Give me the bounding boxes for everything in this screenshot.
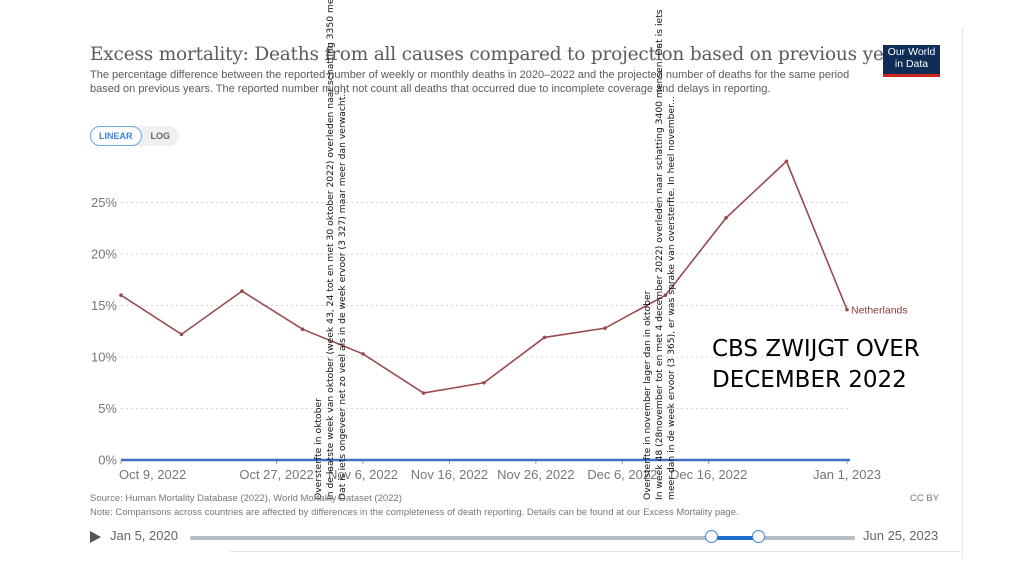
timeline-end-handle[interactable] [751, 530, 765, 543]
annotation-november-line1: Oversterfte in november lager dan in okt… [642, 290, 653, 500]
scale-toggle: LINEAR LOG [90, 126, 179, 146]
x-tick-label: Nov 16, 2022 [411, 467, 488, 482]
timeline-start-label: Jan 5, 2020 [110, 528, 178, 543]
timeline: Jan 5, 2020 Jun 25, 2023 [90, 528, 950, 548]
logo-line1: Our World [887, 46, 936, 58]
y-tick-label: 15% [91, 298, 117, 313]
series-label: Netherlands [851, 305, 908, 317]
annotation-october-line2: In de laatste week van oktober (week 43,… [325, 0, 336, 500]
callout-line1: CBS ZWIJGT OVER [712, 336, 920, 362]
y-tick-label: 5% [98, 401, 117, 416]
linear-scale-button[interactable]: LINEAR [90, 126, 142, 146]
note-text: Note: Comparisons across countries are a… [90, 507, 739, 518]
data-point [724, 216, 728, 220]
data-point [119, 293, 123, 298]
owid-logo[interactable]: Our World in Data [883, 45, 940, 77]
data-point [603, 326, 607, 330]
x-tick-label: Nov 26, 2022 [497, 467, 574, 482]
x-tick-label: Oct 27, 2022 [239, 467, 313, 482]
y-tick-label: 0% [98, 453, 117, 468]
chart-card [72, 28, 963, 558]
annotation-november-line2: In week 48 (28november tot en met 4 dece… [654, 9, 665, 500]
data-point [179, 332, 184, 337]
y-tick-label: 10% [91, 350, 117, 365]
chart-title: Excess mortality: Deaths from all causes… [90, 44, 913, 65]
data-point [784, 159, 789, 164]
x-tick-label: Nov 6, 2022 [328, 467, 398, 482]
timeline-track[interactable] [190, 530, 855, 543]
license-link[interactable]: CC BY [910, 493, 940, 504]
callout-text: CBS ZWIJGT OVER DECEMBER 2022 [712, 334, 920, 396]
x-tick-label: Oct 9, 2022 [119, 467, 186, 482]
y-tick-label: 20% [91, 247, 117, 262]
timeline-start-handle[interactable] [705, 530, 719, 543]
annotation-november-line3: meer dan in de week ervoor (3 365), er w… [666, 96, 677, 500]
data-point [482, 380, 486, 385]
play-icon[interactable] [90, 531, 101, 543]
source-text: Source: Human Mortality Database (2022),… [90, 493, 402, 504]
y-tick-label: 25% [91, 195, 117, 210]
data-point [361, 352, 365, 356]
annotation-october-line1: Oversterfte in oktober [313, 398, 324, 500]
data-point [300, 327, 305, 331]
log-scale-button[interactable]: LOG [150, 131, 171, 141]
timeline-end-label: Jun 25, 2023 [863, 528, 939, 543]
x-tick-label: Dec 6, 2022 [587, 467, 657, 482]
timeline-selected-range [712, 536, 759, 540]
data-point [663, 293, 668, 298]
data-point [542, 335, 547, 340]
logo-line2: in Data [894, 57, 929, 70]
chart-subtitle: The percentage difference between the re… [90, 69, 850, 95]
annotation-october-line3: Dat is iets ongeveer net zo veel als in … [337, 87, 348, 500]
callout-line2: DECEMBER 2022 [712, 367, 907, 393]
x-tick-label: Dec 16, 2022 [670, 467, 747, 482]
divider [230, 551, 960, 552]
data-point [421, 391, 426, 395]
data-point [845, 307, 849, 312]
x-tick-label: Jan 1, 2023 [813, 467, 881, 482]
data-point [240, 289, 244, 293]
